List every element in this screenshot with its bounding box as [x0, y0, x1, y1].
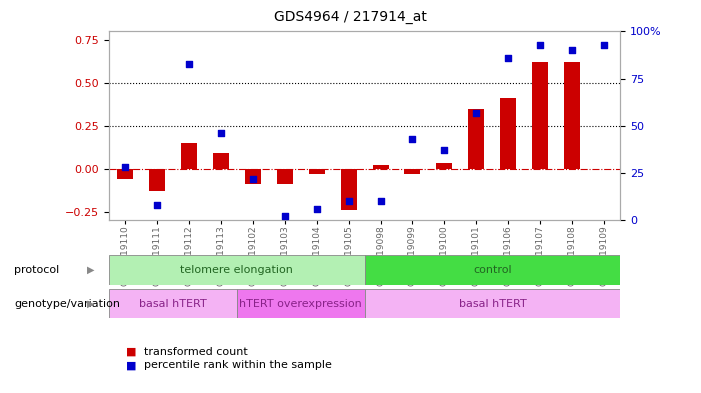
Bar: [181, 143, 196, 169]
Text: telomere elongation: telomere elongation: [180, 265, 293, 275]
Text: ▶: ▶: [88, 299, 95, 309]
Bar: [245, 169, 261, 184]
Bar: [341, 169, 357, 210]
Bar: [277, 169, 292, 184]
Text: ■: ■: [126, 347, 137, 357]
Point: [471, 109, 482, 116]
Text: GDS4964 / 217914_at: GDS4964 / 217914_at: [274, 10, 427, 24]
Point: [183, 61, 194, 67]
Point: [567, 47, 578, 53]
Bar: [533, 62, 548, 169]
Text: ▶: ▶: [88, 265, 95, 275]
Text: transformed count: transformed count: [144, 347, 247, 357]
Text: basal hTERT: basal hTERT: [139, 299, 207, 309]
Bar: [109, 255, 365, 285]
Point: [119, 164, 130, 171]
Text: genotype/variation: genotype/variation: [14, 299, 120, 309]
Text: control: control: [473, 265, 512, 275]
Point: [279, 213, 290, 219]
Bar: [365, 289, 620, 318]
Point: [599, 42, 610, 48]
Point: [439, 147, 450, 153]
Bar: [149, 169, 165, 191]
Text: ■: ■: [126, 360, 137, 371]
Bar: [237, 289, 365, 318]
Bar: [212, 153, 229, 169]
Text: protocol: protocol: [14, 265, 60, 275]
Bar: [437, 163, 452, 169]
Point: [247, 175, 258, 182]
Text: basal hTERT: basal hTERT: [458, 299, 526, 309]
Bar: [501, 98, 517, 169]
Bar: [365, 255, 620, 285]
Bar: [372, 165, 388, 169]
Text: percentile rank within the sample: percentile rank within the sample: [144, 360, 332, 371]
Point: [343, 198, 354, 204]
Bar: [308, 169, 325, 174]
Point: [375, 198, 386, 204]
Point: [215, 130, 226, 136]
Point: [407, 136, 418, 142]
Bar: [116, 169, 132, 179]
Point: [535, 42, 546, 48]
Bar: [404, 169, 421, 174]
Point: [311, 206, 322, 212]
Bar: [468, 108, 484, 169]
Text: hTERT overexpression: hTERT overexpression: [239, 299, 362, 309]
Point: [151, 202, 162, 208]
Bar: [564, 62, 580, 169]
Bar: [109, 289, 237, 318]
Point: [503, 55, 514, 61]
